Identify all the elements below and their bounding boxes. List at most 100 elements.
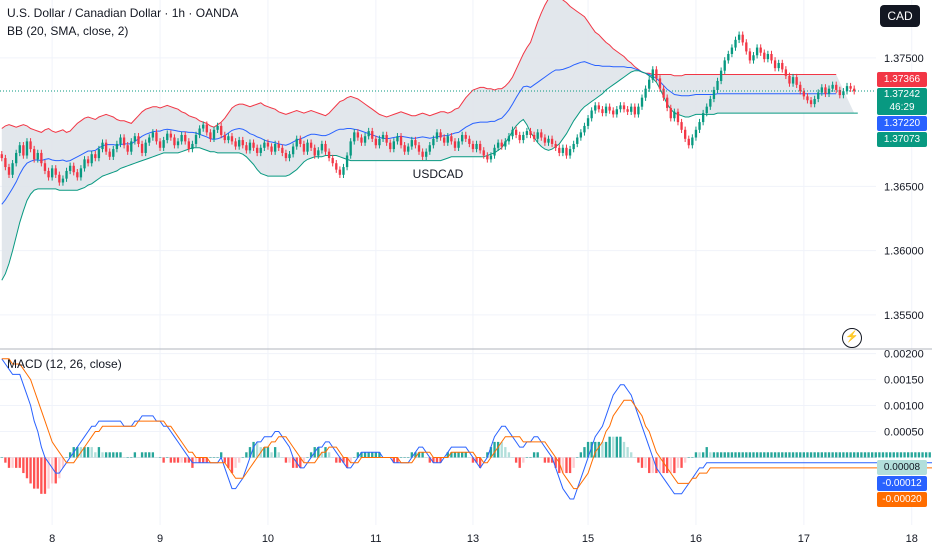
histogram-bar — [820, 452, 824, 458]
histogram-bar — [83, 447, 86, 458]
macd-axis[interactable]: 0.00200 0.00150 0.00100 0.00050 — [884, 349, 924, 439]
candle — [65, 167, 68, 182]
candle-body — [399, 136, 403, 146]
candle — [500, 139, 503, 150]
candle — [784, 66, 788, 80]
candle — [259, 144, 262, 157]
candle — [795, 73, 798, 89]
candle — [97, 145, 101, 162]
candle — [18, 142, 21, 157]
histogram-bar — [97, 447, 101, 458]
histogram-bar — [885, 452, 888, 458]
candle — [15, 149, 18, 167]
candle-body — [648, 79, 651, 89]
histogram-bar — [338, 457, 342, 463]
candle-body — [381, 134, 385, 139]
histogram-bar — [453, 452, 457, 458]
candle — [428, 142, 431, 155]
candle — [640, 94, 644, 110]
histogram-bar — [630, 452, 633, 458]
candle-body — [777, 62, 780, 69]
candle-body — [363, 136, 367, 143]
histogram-bar — [543, 457, 547, 463]
candle — [158, 138, 162, 152]
histogram-bar — [723, 452, 726, 458]
candle-body — [263, 142, 266, 148]
candle-body — [198, 128, 201, 135]
candle-body — [842, 91, 845, 96]
price-axis[interactable]: 1.37500 1.36500 1.36000 1.35500 — [884, 53, 924, 322]
price-tick-label: 1.35500 — [884, 310, 924, 322]
candle — [72, 162, 75, 176]
candle — [378, 135, 381, 149]
time-axis[interactable]: 891011131516171820 — [49, 533, 932, 545]
candle-body — [43, 163, 47, 171]
candle — [104, 139, 108, 155]
candle — [317, 147, 320, 159]
lightning-icon[interactable]: ⚡ — [842, 328, 862, 348]
candle — [342, 163, 345, 178]
bb-indicator-label[interactable]: BB (20, SMA, close, 2) — [7, 24, 129, 38]
macd-histogram — [0, 436, 931, 494]
histogram-bar — [194, 457, 198, 463]
candle — [662, 85, 665, 101]
symbol-title[interactable]: U.S. Dollar / Canadian Dollar · 1h · OAN… — [7, 6, 239, 20]
histogram-bar — [568, 457, 572, 474]
candle-body — [540, 132, 543, 138]
histogram-bar — [892, 452, 895, 458]
histogram-bar — [22, 457, 25, 474]
histogram-bar — [766, 452, 770, 458]
candle-body — [101, 142, 104, 150]
candle — [583, 122, 586, 136]
currency-button[interactable]: CAD — [880, 5, 920, 27]
histogram-bar — [309, 452, 313, 458]
candle-body — [83, 159, 86, 169]
histogram-bar — [662, 457, 665, 474]
candle — [61, 175, 65, 186]
candle-body — [302, 143, 306, 152]
candle — [730, 44, 734, 58]
candle-body — [558, 147, 561, 153]
candle-body — [194, 134, 198, 144]
candle-body — [802, 91, 806, 97]
candle-body — [701, 113, 705, 123]
histogram-bar — [586, 441, 590, 458]
candle-body — [658, 78, 662, 89]
candle-body — [788, 75, 791, 84]
candle — [475, 140, 478, 153]
candle-body — [335, 163, 338, 170]
candle — [777, 59, 780, 72]
histogram-bar — [478, 457, 482, 468]
candle — [40, 149, 43, 167]
candle — [450, 133, 453, 145]
candle — [151, 129, 155, 141]
histogram-bar — [504, 447, 507, 458]
candle-body — [155, 132, 158, 142]
histogram-bar — [676, 457, 680, 468]
candle — [727, 50, 730, 64]
candle — [90, 151, 93, 167]
candle-body — [450, 136, 453, 142]
candle — [701, 109, 705, 126]
macd-indicator-label[interactable]: MACD (12, 26, close) — [7, 357, 122, 371]
candle-body — [446, 136, 449, 143]
candle-body — [266, 142, 270, 147]
candle-body — [184, 134, 187, 142]
macd-tick-label: 0.00150 — [884, 375, 924, 387]
histogram-bar — [119, 452, 122, 458]
candle-body — [238, 140, 241, 147]
candle-body — [745, 42, 748, 52]
candle-body — [500, 142, 503, 147]
last-price-tag: 1.37242 46:29 — [877, 88, 927, 115]
candle-body — [241, 140, 244, 146]
candle-body — [428, 145, 431, 152]
candle — [525, 127, 529, 139]
histogram-bar — [144, 452, 147, 458]
candle-body — [205, 124, 208, 133]
candle-body — [468, 138, 471, 144]
candle-body — [741, 34, 744, 43]
histogram-bar — [371, 452, 374, 458]
candle-body — [791, 77, 795, 84]
candle — [813, 95, 816, 108]
